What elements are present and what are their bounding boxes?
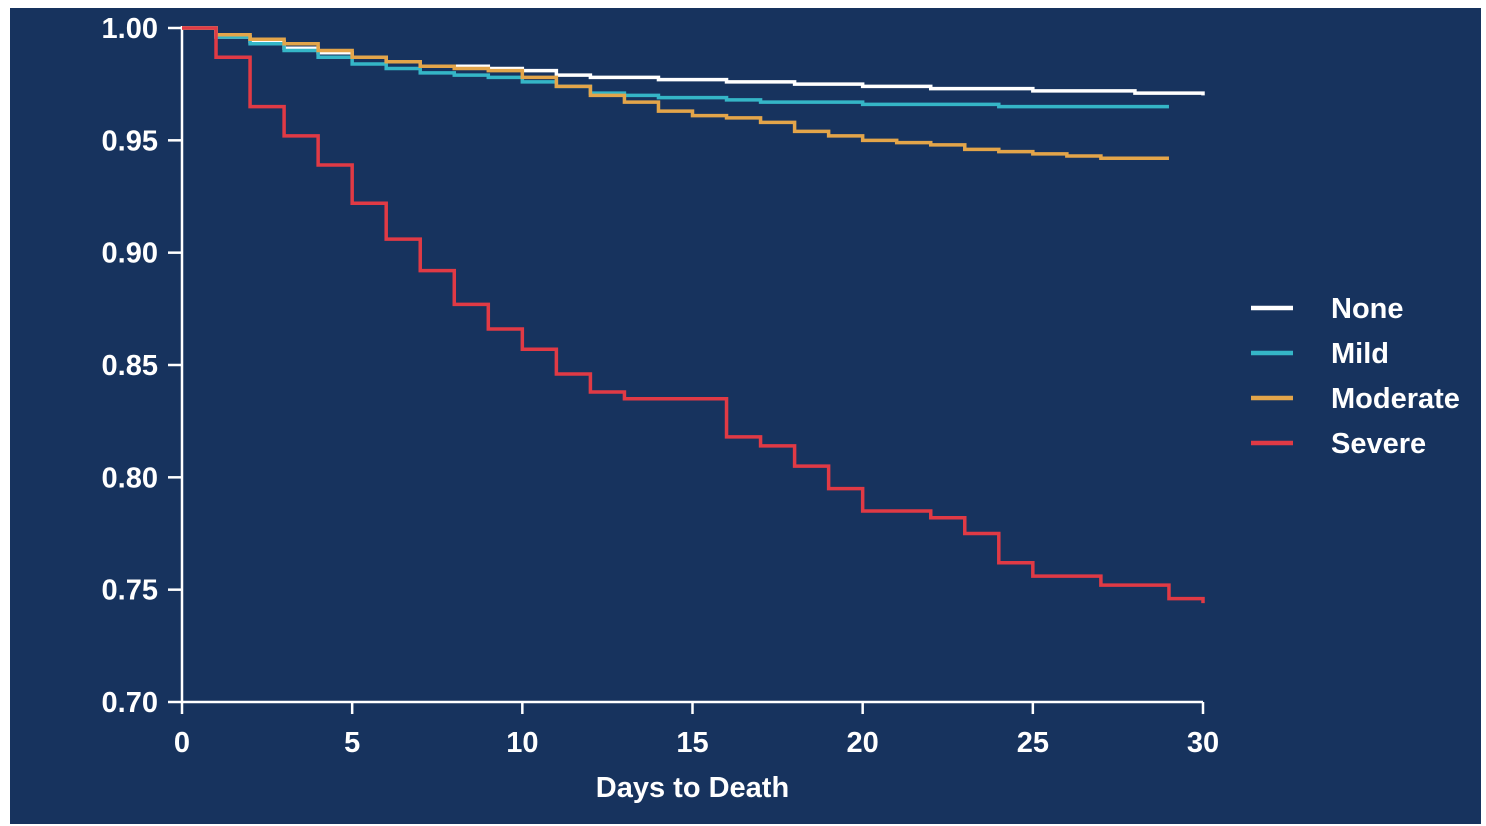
x-tick-label: 30 <box>1187 727 1219 759</box>
series-line-severe <box>182 26 1205 604</box>
x-tick-label: 20 <box>847 727 879 759</box>
x-tick-label: 10 <box>506 727 538 759</box>
y-tick-label: 0.90 <box>102 238 158 270</box>
legend-label: Mild <box>1331 338 1389 370</box>
x-tick-label: 15 <box>676 727 708 759</box>
legend-label: Moderate <box>1331 383 1460 415</box>
x-tick-label: 0 <box>174 727 190 759</box>
series-line-mild <box>182 26 1169 109</box>
legend: None Mild Moderate Severe <box>1251 293 1460 460</box>
series-layer <box>182 26 1205 604</box>
chart-panel <box>10 8 1481 824</box>
y-tick-label: 0.95 <box>102 125 158 157</box>
y-tick-label: 1.00 <box>102 13 158 45</box>
y-tick-label: 0.85 <box>102 350 158 382</box>
y-ticks: 0.70 0.75 0.80 0.85 0.90 0.95 1.00 <box>102 13 182 719</box>
y-tick-label: 0.80 <box>102 462 158 494</box>
y-tick-label: 0.70 <box>102 687 158 719</box>
x-tick-label: 25 <box>1017 727 1049 759</box>
series-line-none <box>182 26 1205 96</box>
x-axis-title: Days to Death <box>596 772 789 804</box>
x-tick-label: 5 <box>344 727 360 759</box>
x-ticks: 0 5 10 15 20 25 30 <box>174 702 1219 759</box>
legend-label: None <box>1331 293 1404 325</box>
legend-label: Severe <box>1331 428 1426 460</box>
y-tick-label: 0.75 <box>102 575 158 607</box>
axes <box>180 26 1203 704</box>
series-line-moderate <box>182 26 1169 161</box>
